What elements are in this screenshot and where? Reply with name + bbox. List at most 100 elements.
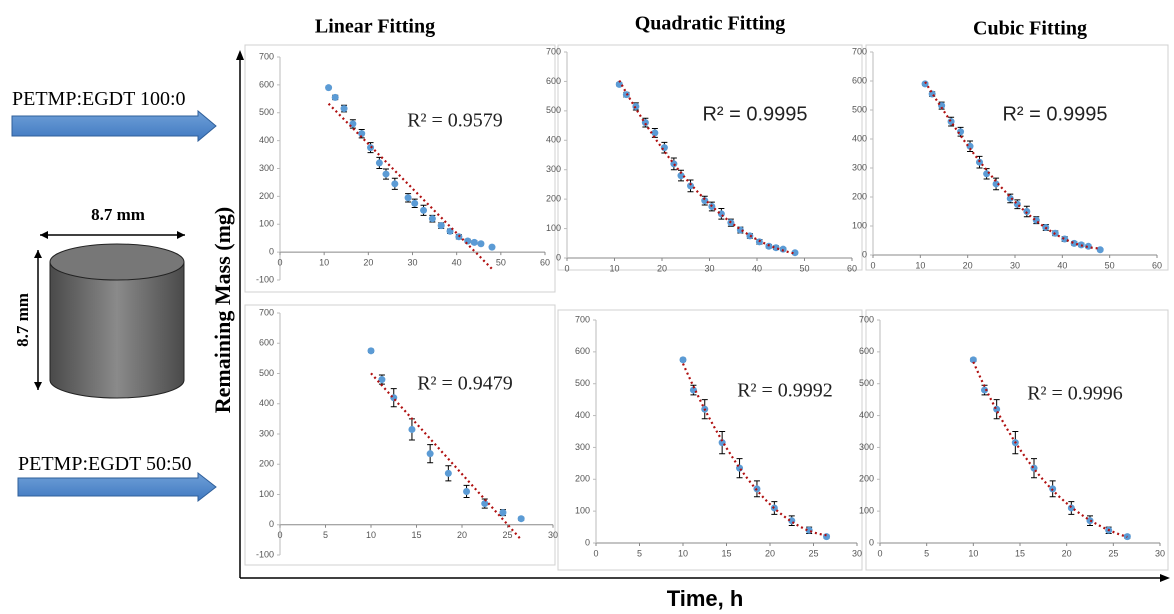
trendline [681, 363, 827, 537]
y-tick-label: 400 [546, 135, 561, 145]
x-tick-label: 0 [277, 530, 282, 540]
y-tick-label: 700 [259, 307, 274, 317]
x-tick-label: 40 [752, 263, 762, 273]
y-tick-label: 100 [859, 506, 874, 516]
x-tick-label: 60 [847, 263, 857, 273]
x-tick-label: 30 [1155, 548, 1165, 558]
x-tick-label: 20 [963, 260, 973, 270]
data-point [488, 243, 496, 251]
y-tick-label: 400 [852, 133, 867, 143]
x-tick-label: 60 [1152, 260, 1162, 270]
x-tick-label: 20 [765, 548, 775, 558]
x-tick-label: 0 [564, 263, 569, 273]
data-point [746, 232, 754, 240]
arrow [11, 109, 217, 143]
r-squared: R² = 0.9996 [1027, 383, 1123, 405]
x-tick-label: 0 [277, 258, 282, 268]
chart-title: Quadratic Fitting [635, 13, 786, 35]
data-point [677, 172, 685, 180]
arrow [17, 471, 217, 503]
data-point [391, 180, 399, 188]
width-label: 8.7 mm [91, 205, 145, 224]
y-tick-label: 200 [259, 459, 274, 469]
x-tick-label: 15 [721, 548, 731, 558]
x-tick-label: 25 [808, 548, 818, 558]
data-point [470, 238, 478, 246]
panel-border [865, 44, 1169, 271]
trendline [327, 102, 493, 270]
data-point [660, 144, 668, 152]
panel-border [244, 44, 556, 293]
y-tick-label: 700 [546, 46, 561, 56]
arrowhead [1160, 574, 1170, 582]
y-tick-label: 700 [575, 314, 590, 324]
y-tick-label: 100 [259, 489, 274, 499]
y-tick-label: 0 [556, 252, 561, 262]
y-tick-label: 300 [546, 164, 561, 174]
y-tick-label: 0 [269, 247, 274, 257]
x-tick-label: 30 [1010, 260, 1020, 270]
data-point [463, 487, 471, 495]
x-tick-label: 50 [496, 258, 506, 268]
x-tick-label: 20 [363, 258, 373, 268]
x-tick-label: 0 [593, 548, 598, 558]
chart-title: Linear Fitting [315, 16, 435, 38]
x-tick-label: 0 [870, 260, 875, 270]
x-tick-label: 5 [323, 530, 328, 540]
y-tick-label: -100 [256, 549, 274, 559]
y-tick-label: 600 [859, 346, 874, 356]
data-point [340, 105, 348, 113]
trendline [618, 79, 796, 255]
y-tick-label: 300 [259, 428, 274, 438]
y-tick-label: 200 [575, 474, 590, 484]
data-point [670, 160, 678, 168]
y-tick-label: 100 [852, 220, 867, 230]
y-tick-label: 600 [259, 79, 274, 89]
y-tick-label: 400 [575, 410, 590, 420]
data-point [651, 129, 659, 137]
y-tick-label: 0 [869, 537, 874, 547]
y-tick-label: 500 [546, 105, 561, 115]
x-tick-label: 15 [1015, 548, 1025, 558]
data-point [1096, 246, 1104, 254]
trendline [924, 81, 1101, 250]
data-point [1086, 517, 1094, 525]
y-tick-label: 700 [259, 51, 274, 61]
data-point [993, 405, 1001, 413]
data-point [499, 509, 507, 517]
r-squared: R² = 0.9995 [1002, 103, 1107, 125]
data-point [1067, 504, 1075, 512]
x-tick-label: 10 [678, 548, 688, 558]
x-axis-label: Time, h [667, 586, 744, 611]
trendline [370, 372, 522, 541]
x-tick-label: 5 [924, 548, 929, 558]
data-point [444, 469, 452, 477]
y-axis-label: Remaining Mass (mg) [210, 207, 235, 414]
y-tick-label: 200 [546, 194, 561, 204]
data-point [992, 180, 1000, 188]
y-tick-label: 200 [259, 191, 274, 201]
data-point [957, 128, 965, 136]
x-tick-label: 25 [1108, 548, 1118, 558]
data-point [420, 206, 428, 214]
y-tick-label: 500 [575, 378, 590, 388]
data-point [404, 194, 412, 202]
y-tick-label: 100 [259, 219, 274, 229]
chart-title: Cubic Fitting [973, 18, 1087, 40]
cylinder-top [49, 243, 185, 281]
data-point [823, 533, 831, 541]
y-tick-label: 100 [546, 223, 561, 233]
data-point [1084, 242, 1092, 250]
x-tick-label: 10 [609, 263, 619, 273]
y-tick-label: 600 [575, 346, 590, 356]
x-tick-label: 30 [852, 548, 862, 558]
x-tick-label: 5 [637, 548, 642, 558]
data-point [679, 356, 687, 364]
x-tick-label: 30 [548, 530, 558, 540]
data-point [426, 450, 434, 458]
data-point [632, 102, 640, 110]
y-tick-label: 500 [859, 378, 874, 388]
data-point [358, 130, 366, 138]
panel-border [557, 44, 863, 271]
